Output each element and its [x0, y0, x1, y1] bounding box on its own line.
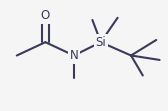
Text: Si: Si — [95, 36, 106, 49]
Text: N: N — [70, 49, 78, 62]
Text: O: O — [41, 9, 50, 22]
